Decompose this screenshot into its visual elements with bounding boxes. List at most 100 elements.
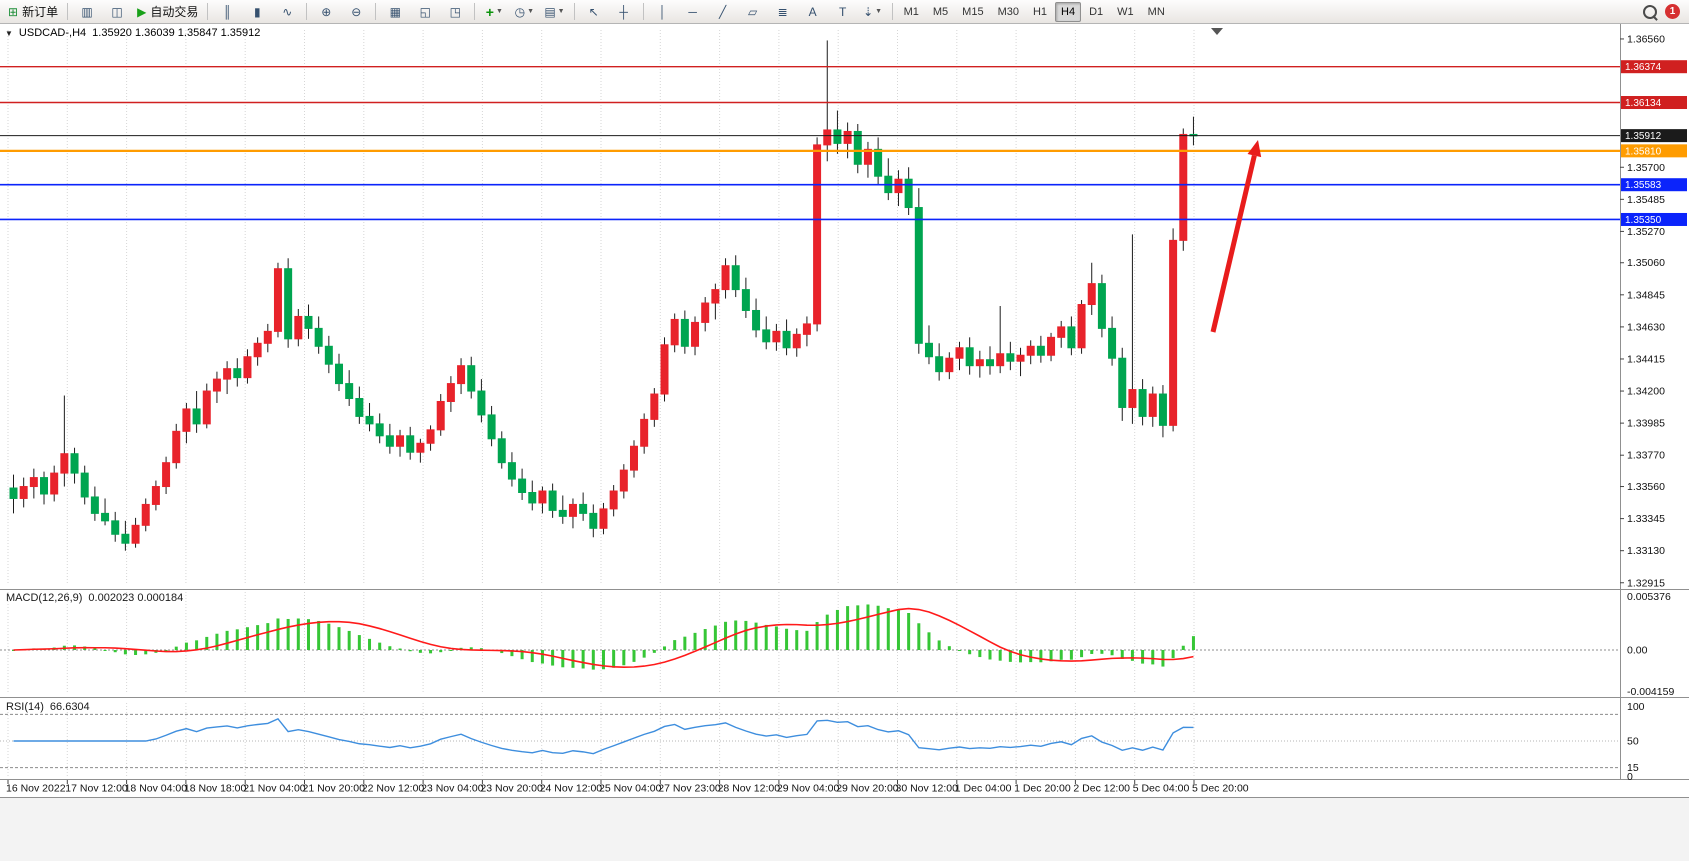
text-button[interactable]: A — [799, 1, 827, 23]
candle — [9, 487, 18, 499]
auto-trading-label: 自动交易 — [150, 5, 199, 19]
timeframe-d1[interactable]: D1 — [1089, 5, 1104, 18]
candle — [192, 408, 201, 425]
window-menu-icon[interactable]: ▼ — [5, 28, 13, 38]
pivot-line-tag-label: 1.35810 — [1625, 146, 1662, 157]
zoom-in-button[interactable]: ⊕ — [312, 1, 340, 23]
candle — [599, 508, 608, 529]
price-axis[interactable]: 1.36560 1.35700 1.35485 1.35270 1.35060 1.348… — [1620, 33, 1665, 589]
zoom-out-icon: ⊖ — [351, 4, 362, 19]
timeframe-m1[interactable]: M1 — [903, 5, 919, 18]
cursor-button[interactable]: ↖ — [580, 1, 608, 23]
label-button[interactable]: T — [829, 1, 857, 23]
time-axis-label: 27 Nov 23:00 — [658, 783, 721, 795]
macd-bar — [835, 609, 839, 650]
time-axis-label: 2 Dec 12:00 — [1073, 783, 1130, 795]
chevron-down-icon: ▼ — [557, 8, 565, 15]
macd-bar — [795, 630, 799, 650]
arrange-windows-button[interactable]: ◳ — [441, 1, 469, 23]
time-axis-label: 23 Nov 04:00 — [421, 783, 484, 795]
candle — [965, 347, 974, 367]
macd-bar — [1090, 650, 1094, 654]
timeframe-w1[interactable]: W1 — [1117, 5, 1134, 18]
market-watch-button[interactable]: ▥ — [73, 1, 101, 23]
timeframe-mn[interactable]: MN — [1147, 5, 1165, 18]
crosshair-button[interactable]: ┼ — [610, 1, 638, 23]
toolbar-separator — [573, 3, 575, 20]
vertical-line-button[interactable]: │ — [649, 1, 677, 23]
candle — [640, 418, 649, 447]
trendline-icon: ╱ — [718, 4, 727, 19]
time-axis-label: 16 Nov 2022 — [6, 783, 66, 795]
candle — [1158, 393, 1167, 426]
trend-arrow-annotation[interactable] — [1210, 140, 1262, 333]
toolbar-separator — [67, 3, 69, 20]
zoom-out-button[interactable]: ⊖ — [342, 1, 370, 23]
channel-button[interactable]: ▱ — [739, 1, 767, 23]
candle — [863, 148, 872, 165]
macd-bar — [601, 650, 605, 670]
macd-bar — [123, 650, 127, 655]
macd-bar — [907, 613, 911, 650]
indicators-button[interactable]: + ▼ — [480, 1, 508, 23]
candle — [1087, 283, 1096, 306]
macd-bar — [825, 614, 829, 650]
candle — [477, 390, 486, 416]
line-chart-button[interactable]: ∿ — [273, 1, 301, 23]
candle — [548, 490, 557, 511]
macd-bar — [988, 650, 992, 660]
time-axis[interactable]: 16 Nov 2022 17 Nov 12:0018 Nov 04:0018 No… — [6, 780, 1249, 795]
auto-trading-button[interactable]: ▶ 自动交易 — [133, 1, 202, 23]
macd-bar — [1080, 650, 1084, 658]
candlestick-chart-button[interactable]: ▮ — [243, 1, 271, 23]
timeframe-h4[interactable]: H4 — [1055, 1, 1082, 22]
macd-bar — [663, 646, 667, 650]
macd-bar — [266, 623, 270, 650]
trendline-button[interactable]: ╱ — [709, 1, 737, 23]
macd-bar — [713, 625, 717, 650]
candle — [1067, 326, 1076, 349]
macd-bar — [622, 650, 626, 666]
candle — [538, 490, 547, 504]
bar-chart-button[interactable]: ║ — [213, 1, 241, 23]
templates-button[interactable]: ▤ ▼ — [540, 1, 568, 23]
candle — [833, 129, 842, 144]
candle — [680, 318, 689, 347]
toolbar-separator — [207, 3, 209, 20]
macd-bar — [530, 650, 534, 663]
cascade-windows-button[interactable]: ◱ — [411, 1, 439, 23]
timeframe-h1[interactable]: H1 — [1032, 5, 1048, 18]
price-axis-label: 1.34630 — [1627, 321, 1665, 333]
candlestick-series — [9, 40, 1198, 551]
bar-chart-icon: ║ — [223, 4, 232, 19]
timeframe-m5[interactable]: M5 — [932, 5, 949, 18]
toolbar: ⊞ 新订单 ▥ ◫ ▶ 自动交易 ║ ▮ ∿ ⊕ ⊖ ▦ ◱ ◳ + ▼ ◷ ▼ ▤ ▼ ↖ ┼ │ ─ ╱ ▱ ≣ A T ⇣ ▼ M1 M5… — [0, 0, 1689, 24]
timeframe-m15[interactable]: M15 — [962, 5, 984, 18]
zoom-in-icon: ⊕ — [321, 4, 332, 19]
tile-windows-button[interactable]: ▦ — [381, 1, 409, 23]
search-icon[interactable] — [1643, 4, 1657, 19]
periods-button[interactable]: ◷ ▼ — [510, 1, 538, 23]
support-line-2-tag — [1621, 212, 1687, 226]
chart-shift-marker[interactable] — [1211, 28, 1223, 35]
horizontal-line-button[interactable]: ─ — [679, 1, 707, 23]
macd-bar — [591, 650, 595, 670]
arrow-tools-icon: ⇣ — [863, 4, 874, 19]
macd-bar — [652, 650, 656, 653]
candle — [731, 265, 740, 291]
candle — [212, 378, 221, 392]
fibonacci-button[interactable]: ≣ — [769, 1, 797, 23]
arrows-button[interactable]: ⇣ ▼ — [859, 1, 887, 23]
macd-bar — [479, 648, 483, 650]
candle — [111, 520, 120, 535]
timeframe-m30[interactable]: M30 — [997, 5, 1019, 18]
macd-bar — [205, 636, 209, 650]
data-window-button[interactable]: ◫ — [103, 1, 131, 23]
new-order-button[interactable]: ⊞ 新订单 — [4, 1, 62, 23]
macd-bar — [368, 638, 372, 650]
macd-bar — [754, 622, 758, 650]
macd-bar — [1029, 650, 1033, 663]
notification-badge[interactable]: 1 — [1665, 4, 1680, 19]
macd-bar — [103, 650, 107, 651]
